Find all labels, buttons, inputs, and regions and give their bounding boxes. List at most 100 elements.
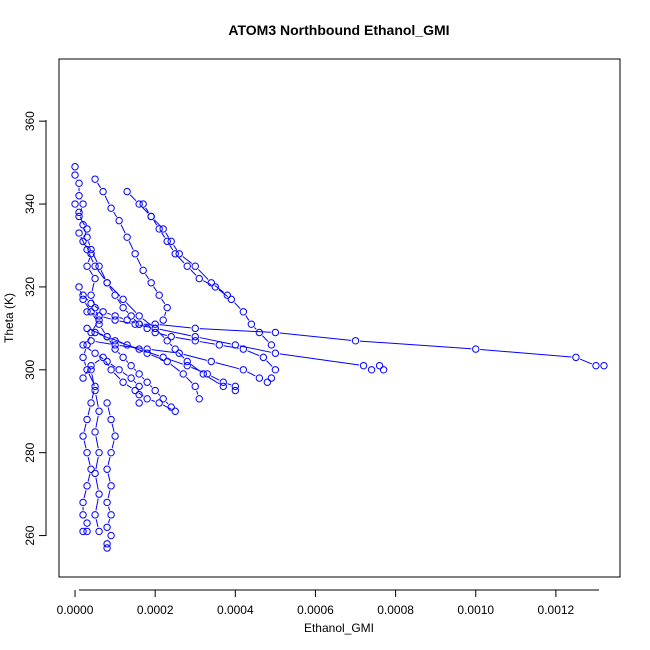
series-line-segment bbox=[87, 473, 91, 482]
data-point bbox=[379, 366, 388, 374]
y-axis-label: Theta (K) bbox=[2, 293, 16, 343]
data-point bbox=[135, 399, 143, 407]
series-line-segment bbox=[97, 269, 105, 280]
data-point bbox=[179, 370, 187, 378]
data-point bbox=[83, 245, 91, 254]
data-point bbox=[255, 374, 264, 382]
series-line-segment bbox=[95, 477, 99, 490]
data-point bbox=[91, 349, 99, 357]
data-point bbox=[271, 328, 280, 337]
data-series bbox=[75, 283, 175, 411]
series-line-segment bbox=[95, 415, 99, 428]
data-point bbox=[87, 299, 95, 308]
series-line-segment bbox=[182, 256, 192, 264]
data-point bbox=[111, 337, 119, 345]
series-line-segment bbox=[177, 256, 185, 264]
data-point bbox=[159, 353, 167, 362]
data-point bbox=[91, 262, 99, 270]
data-point bbox=[255, 328, 264, 337]
data-point bbox=[147, 212, 155, 221]
series-line-segment bbox=[266, 360, 273, 367]
data-point bbox=[95, 262, 103, 270]
data-point bbox=[271, 366, 280, 374]
series-line-segment bbox=[279, 332, 352, 341]
series-line-segment bbox=[262, 335, 269, 343]
data-point bbox=[351, 337, 360, 345]
series-line-segment bbox=[111, 440, 115, 449]
y-tick-label: 280 bbox=[23, 442, 37, 462]
series-line-segment bbox=[111, 423, 115, 432]
data-point bbox=[107, 531, 115, 540]
data-point bbox=[79, 374, 87, 382]
series-line-segment bbox=[88, 253, 94, 263]
series-line-segment bbox=[153, 219, 158, 226]
series-line-segment bbox=[480, 348, 572, 358]
data-point bbox=[91, 428, 99, 436]
series-line-segment bbox=[95, 498, 99, 511]
data-point bbox=[143, 345, 151, 353]
series-line-segment bbox=[215, 362, 240, 370]
series-line-segment bbox=[83, 490, 87, 499]
data-point bbox=[83, 448, 91, 457]
series-line-segment bbox=[107, 407, 111, 416]
series-line-segment bbox=[88, 373, 94, 383]
data-point bbox=[143, 395, 151, 403]
data-point bbox=[83, 519, 91, 527]
data-point bbox=[163, 303, 171, 312]
data-point bbox=[79, 432, 87, 440]
data-point bbox=[191, 324, 199, 333]
data-point bbox=[95, 320, 103, 328]
data-point bbox=[155, 291, 163, 299]
x-tick-label: 0.0000 bbox=[57, 603, 94, 617]
series-layer bbox=[71, 163, 608, 552]
series-line-segment bbox=[214, 285, 225, 293]
data-point bbox=[87, 399, 95, 407]
data-point bbox=[71, 200, 79, 208]
data-point bbox=[87, 337, 95, 345]
series-line-segment bbox=[107, 506, 111, 511]
series-line-segment bbox=[183, 353, 208, 361]
data-point bbox=[143, 324, 151, 333]
series-line-segment bbox=[95, 341, 111, 345]
data-point bbox=[143, 378, 151, 386]
data-point bbox=[111, 345, 119, 353]
y-tick-label: 320 bbox=[23, 277, 37, 297]
series-line-segment bbox=[107, 490, 111, 499]
data-point bbox=[367, 366, 376, 374]
data-point bbox=[247, 320, 256, 328]
data-point bbox=[83, 527, 91, 536]
data-point bbox=[95, 407, 103, 415]
series-line-segment bbox=[170, 363, 180, 372]
data-point bbox=[151, 386, 159, 395]
y-tick-label: 360 bbox=[23, 111, 37, 131]
data-point bbox=[127, 361, 135, 370]
data-point bbox=[107, 482, 115, 490]
data-point bbox=[123, 316, 131, 324]
data-point bbox=[219, 378, 227, 386]
series-line-segment bbox=[83, 349, 87, 354]
series-line-segment bbox=[119, 316, 124, 320]
data-point bbox=[87, 328, 95, 337]
data-point bbox=[147, 279, 155, 287]
series-line-segment bbox=[139, 324, 151, 328]
series-line-segment bbox=[100, 270, 106, 279]
x-tick-label: 0.0012 bbox=[538, 603, 575, 617]
data-point bbox=[155, 399, 163, 407]
series-line-segment bbox=[87, 257, 91, 263]
data-point bbox=[231, 341, 240, 349]
data-point bbox=[79, 511, 87, 519]
data-point bbox=[95, 527, 103, 536]
data-point bbox=[79, 498, 87, 507]
data-point bbox=[75, 192, 83, 200]
series-line-segment bbox=[151, 399, 156, 402]
data-series bbox=[71, 163, 103, 536]
data-point bbox=[175, 349, 183, 357]
data-point bbox=[75, 229, 83, 237]
data-point bbox=[135, 370, 143, 378]
data-series bbox=[79, 291, 608, 370]
series-line-segment bbox=[119, 320, 131, 324]
series-line-segment bbox=[199, 341, 215, 345]
data-point bbox=[71, 171, 79, 179]
data-point bbox=[91, 386, 99, 395]
